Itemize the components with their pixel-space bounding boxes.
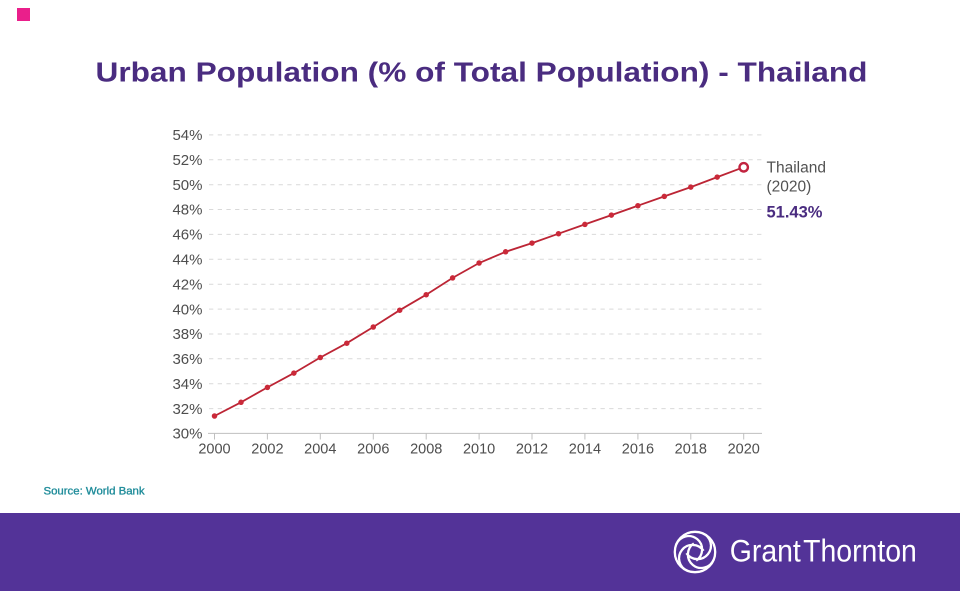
svg-text:44%: 44% xyxy=(172,252,202,269)
svg-text:2006: 2006 xyxy=(357,442,389,458)
svg-text:2002: 2002 xyxy=(251,442,283,458)
svg-text:2000: 2000 xyxy=(198,442,230,458)
svg-text:32%: 32% xyxy=(172,401,202,418)
svg-text:51.43%: 51.43% xyxy=(767,204,823,222)
svg-text:52%: 52% xyxy=(172,152,202,169)
svg-text:54%: 54% xyxy=(172,127,202,144)
svg-text:2010: 2010 xyxy=(463,442,495,458)
svg-text:38%: 38% xyxy=(172,326,202,343)
svg-text:2004: 2004 xyxy=(304,442,336,458)
svg-text:34%: 34% xyxy=(172,376,202,393)
svg-text:46%: 46% xyxy=(172,227,202,244)
svg-text:30%: 30% xyxy=(172,426,202,443)
svg-text:40%: 40% xyxy=(172,301,202,318)
svg-text:2018: 2018 xyxy=(675,442,707,458)
svg-text:2012: 2012 xyxy=(516,442,548,458)
svg-text:2016: 2016 xyxy=(622,442,654,458)
svg-text:48%: 48% xyxy=(172,202,202,219)
svg-text:(2020): (2020) xyxy=(767,178,812,195)
svg-text:36%: 36% xyxy=(172,351,202,368)
svg-text:Source: World Bank: Source: World Bank xyxy=(44,485,145,497)
svg-text:2008: 2008 xyxy=(410,442,442,458)
svg-text:2014: 2014 xyxy=(569,442,601,458)
svg-text:Urban Population (% of Total P: Urban Population (% of Total Population)… xyxy=(96,56,868,87)
svg-text:Grant Thornton: Grant Thornton xyxy=(730,533,917,569)
svg-text:42%: 42% xyxy=(172,276,202,293)
svg-text:2020: 2020 xyxy=(728,442,760,458)
svg-text:50%: 50% xyxy=(172,177,202,194)
svg-text:Thailand: Thailand xyxy=(767,159,826,176)
